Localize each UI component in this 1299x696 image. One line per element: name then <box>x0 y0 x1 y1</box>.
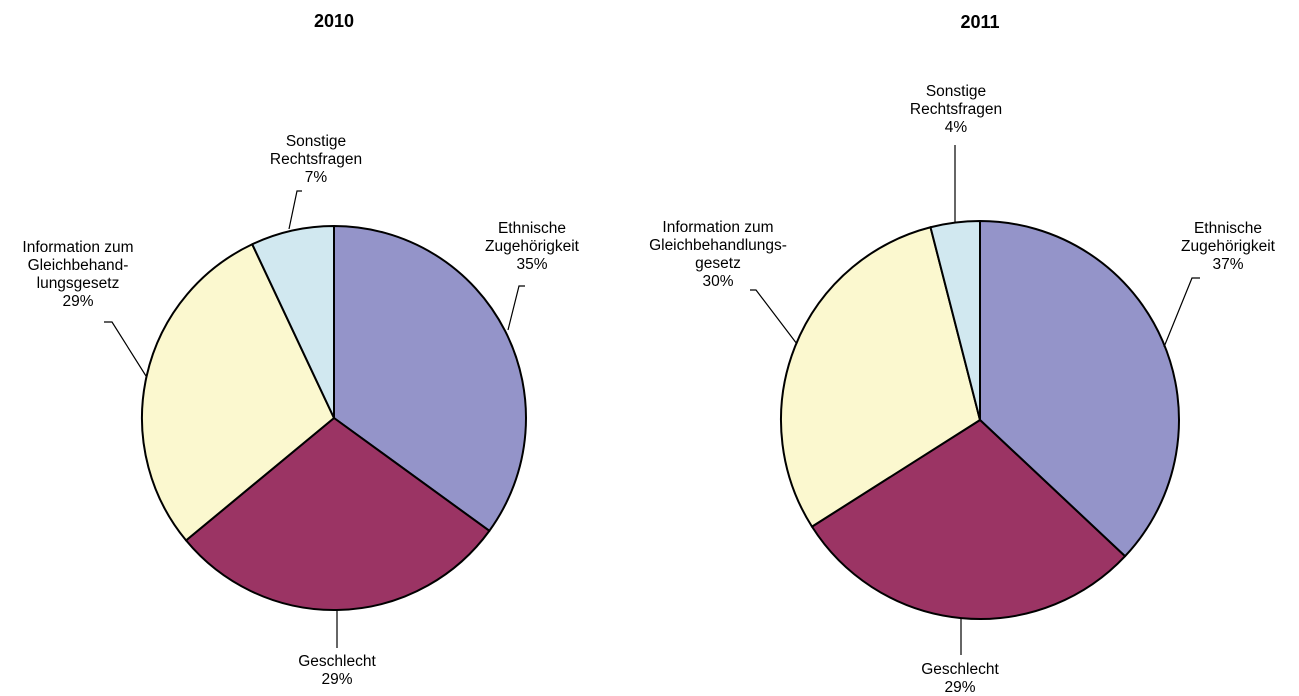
pie-slice <box>810 419 1127 620</box>
leader-line <box>104 321 147 377</box>
slice-name-label: Zugehörigkeit <box>485 238 580 255</box>
pie-slice <box>780 226 981 528</box>
slice-value-label: 29% <box>62 293 93 310</box>
slice-name-label: Information zum <box>22 239 133 256</box>
pie-slice <box>251 225 335 419</box>
slice-value-label: 30% <box>702 273 733 290</box>
slice-name-label: Zugehörigkeit <box>1181 238 1276 255</box>
slice-value-label: 29% <box>944 679 975 696</box>
slice-label: Ethnische Zugehörigkeit 35% <box>485 220 580 273</box>
slice-value-label: 7% <box>305 169 328 186</box>
slice-label: Information zum Gleichbehand-lungsgesetz 2… <box>22 239 133 310</box>
slice-value-label: 35% <box>516 256 547 273</box>
slice-label: Geschlecht 29% <box>298 653 376 688</box>
slice-value-label: 29% <box>321 671 352 688</box>
slice-name-label: Ethnische <box>498 220 566 237</box>
slice-label: Geschlecht 29% <box>921 661 999 696</box>
slice-name-label: Geschlecht <box>921 661 999 678</box>
pie-slice <box>333 225 527 532</box>
slice-name-label: Sonstige <box>926 83 986 100</box>
pie-slice <box>929 220 981 421</box>
slice-name-label: Gleichbehand- <box>28 257 129 274</box>
slice-label: Sonstige Rechtsfragen 7% <box>270 133 362 186</box>
pie-slice <box>979 220 1180 558</box>
leader-line <box>507 285 525 331</box>
leader-line <box>750 289 798 345</box>
chart-title: 2010 <box>314 11 354 31</box>
chart-title: 2011 <box>960 12 999 32</box>
slice-label: Information zum Gleichbehandlungs-gesetz 3… <box>649 219 787 290</box>
leader-line <box>288 190 302 230</box>
slice-value-label: 37% <box>1212 256 1243 273</box>
slice-name-label: Geschlecht <box>298 653 376 670</box>
slice-name-label: Rechtsfragen <box>910 101 1002 118</box>
slice-label: Ethnische Zugehörigkeit 37% <box>1181 220 1276 273</box>
slice-name-label: Rechtsfragen <box>270 151 362 168</box>
pie-slice <box>185 417 491 611</box>
slice-name-label: Ethnische <box>1194 220 1262 237</box>
slice-name-label: gesetz <box>695 255 741 272</box>
slice-name-label: Information zum <box>662 219 773 236</box>
slice-label: Sonstige Rechtsfragen 4% <box>910 83 1002 136</box>
slice-value-label: 4% <box>945 119 968 136</box>
slice-name-label: lungsgesetz <box>37 275 120 292</box>
slice-name-label: Sonstige <box>286 133 346 150</box>
slice-name-label: Gleichbehandlungs- <box>649 237 787 254</box>
pie-chart-2011: 2011 Ethnische Zugehörigkeit 37% Geschlecht 2… <box>649 12 1276 696</box>
leader-line <box>1163 277 1200 348</box>
